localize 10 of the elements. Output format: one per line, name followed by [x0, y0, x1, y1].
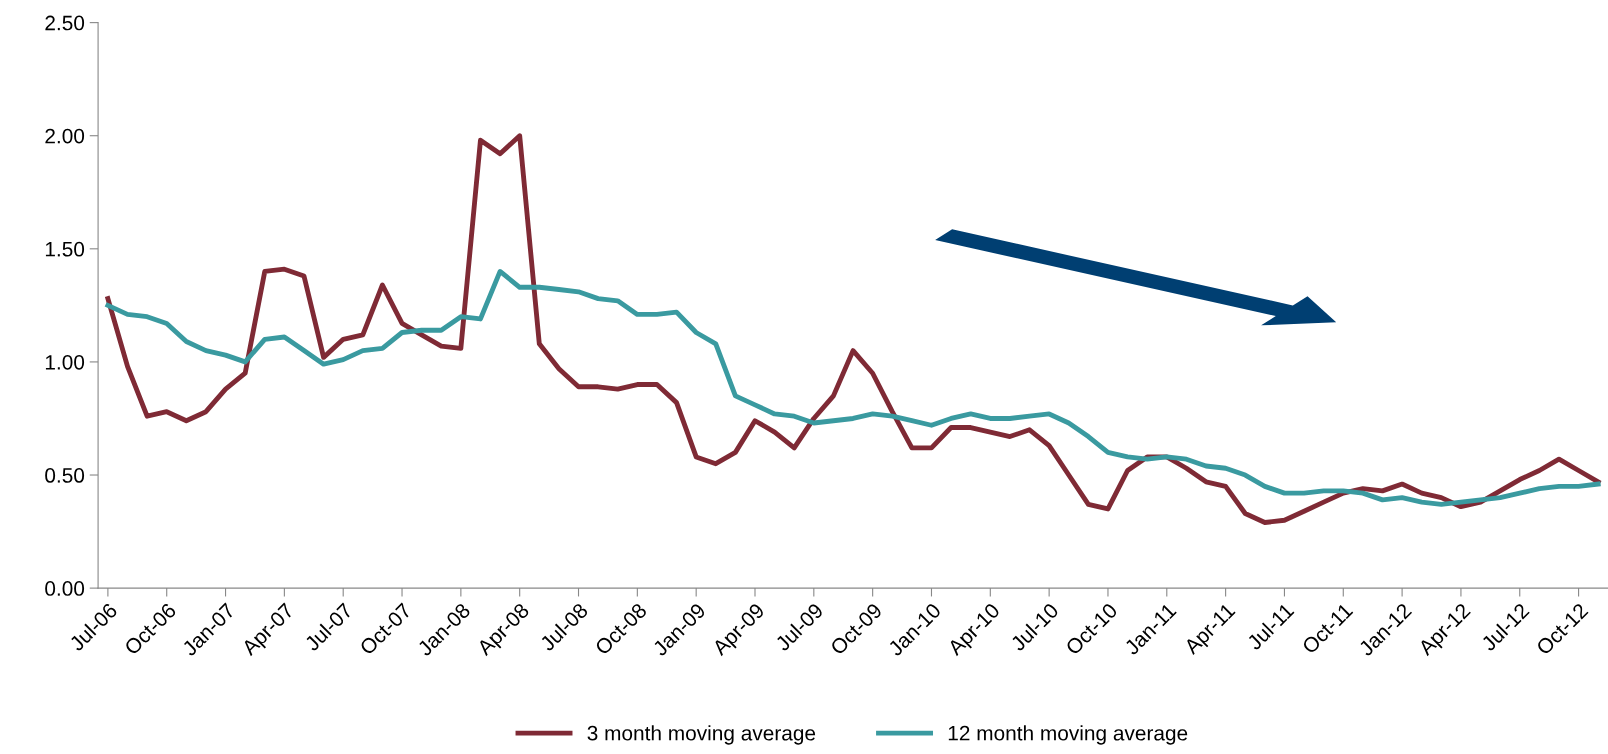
y-tick-label: 1.00	[45, 354, 85, 370]
y-tick-label: 1.50	[45, 241, 85, 257]
y-tick-label: 0.50	[45, 468, 85, 483]
line-series	[105, 133, 1601, 525]
y-tick-label: 2.00	[45, 128, 85, 144]
y-tick-label: 2.50	[45, 15, 85, 31]
legend-label: 12 month moving average	[948, 725, 1188, 745]
line-series	[105, 269, 1601, 507]
legend-label: 3 month moving average	[587, 725, 816, 745]
y-tick-label: 0.00	[45, 581, 85, 596]
